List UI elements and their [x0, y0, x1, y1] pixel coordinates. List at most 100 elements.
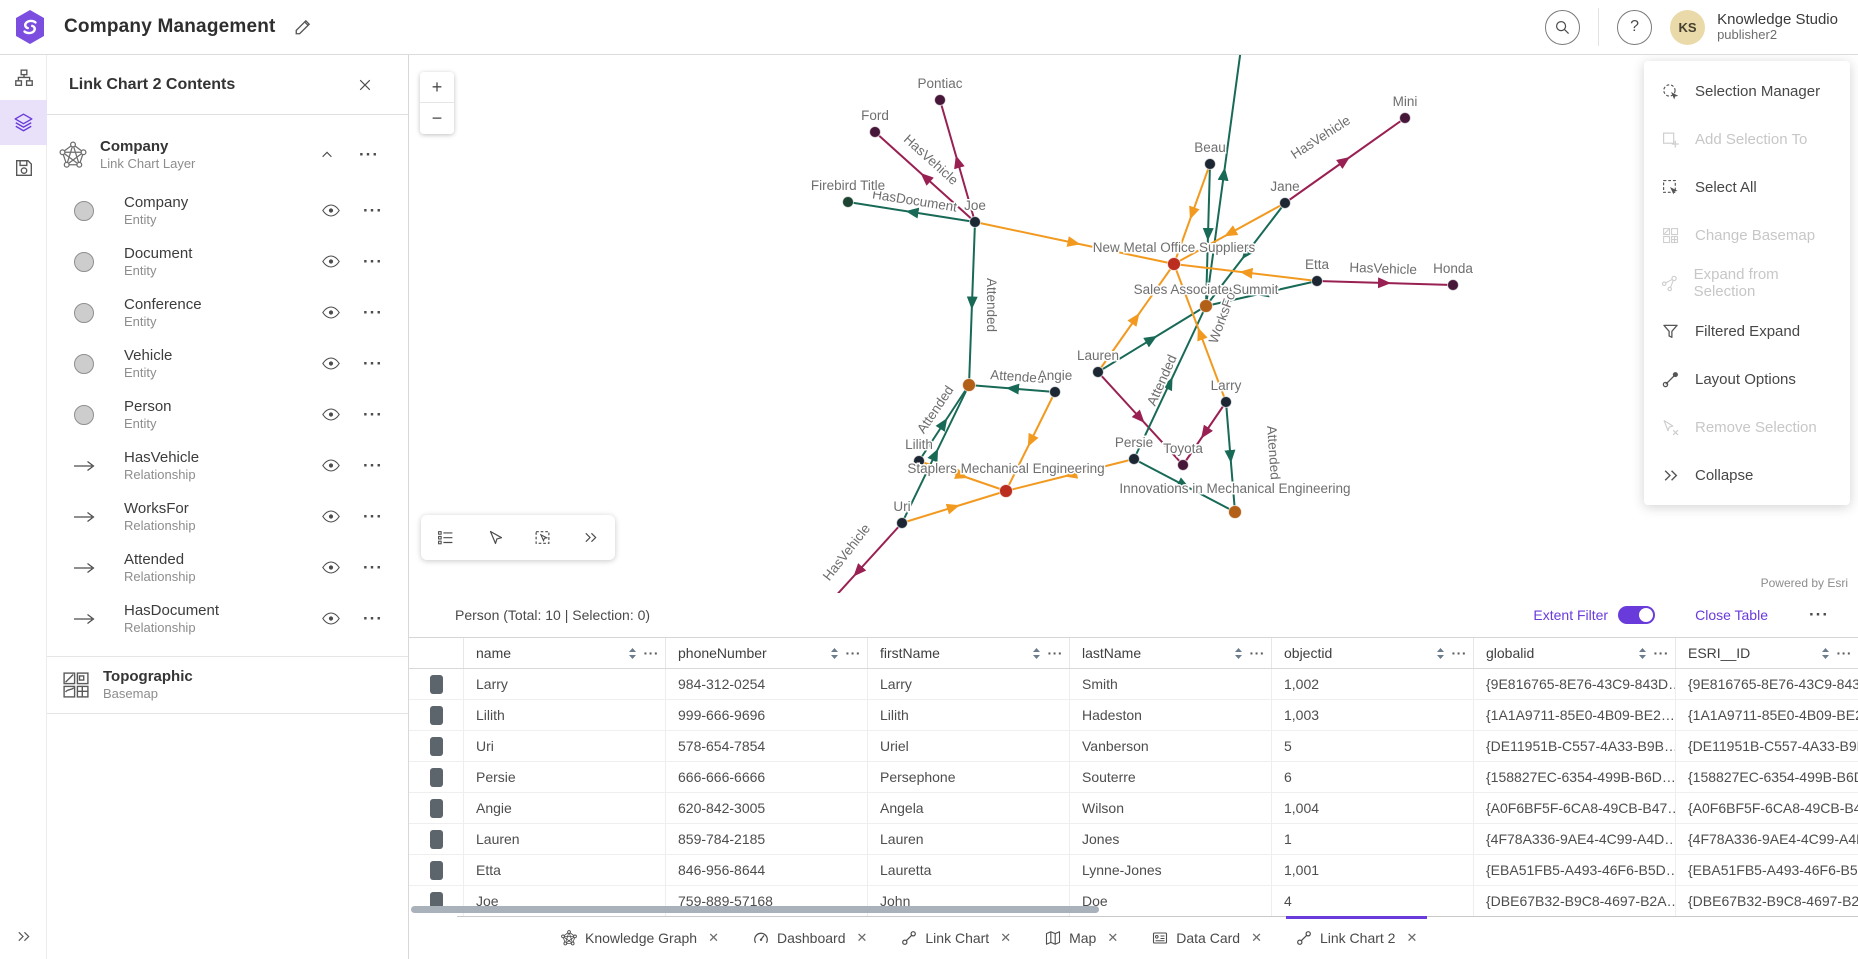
- link-chart-graph[interactable]: HasVehicle HasVehicleHasVehicleHasVehicle…: [409, 55, 1858, 593]
- column-options[interactable]: ···: [1836, 645, 1852, 661]
- avatar[interactable]: KS: [1670, 9, 1706, 45]
- graph-node-pontiac[interactable]: [934, 94, 946, 106]
- column-options[interactable]: ···: [1249, 645, 1265, 661]
- sort-icon[interactable]: [830, 647, 839, 660]
- layer-item-options[interactable]: ···: [352, 553, 394, 583]
- table-options-button[interactable]: ···: [1798, 600, 1840, 630]
- tab-link-chart[interactable]: Link Chart ✕: [884, 916, 1028, 959]
- layer-options-button[interactable]: ···: [348, 140, 390, 170]
- graph-node-honda[interactable]: [1447, 279, 1459, 291]
- graph-node-joe[interactable]: [969, 216, 981, 228]
- layer-item-conference[interactable]: Conference Entity ···: [47, 287, 408, 338]
- visibility-toggle[interactable]: [310, 502, 352, 532]
- graph-edge-worksfor-lilith-staplers-mechanical-engineering[interactable]: [918, 460, 1007, 492]
- table-row[interactable]: Etta 846-956-8644 Lauretta Lynne-Jones 1,001…: [409, 855, 1858, 886]
- visibility-toggle[interactable]: [310, 604, 352, 634]
- graph-edge-attended-beau-sales-associate-summit[interactable]: [1202, 163, 1214, 307]
- column-header-lastname[interactable]: lastName ···: [1070, 638, 1272, 668]
- layer-item-attended[interactable]: Attended Relationship ···: [47, 542, 408, 593]
- graph-edge-attended-lilith-conference-3[interactable]: [918, 384, 970, 462]
- edit-title-button[interactable]: [290, 14, 316, 40]
- visibility-toggle[interactable]: [310, 247, 352, 277]
- tab-dashboard[interactable]: Dashboard ✕: [736, 916, 884, 959]
- extent-filter-toggle[interactable]: [1618, 606, 1656, 624]
- table-row[interactable]: Lauren 859-784-2185 Lauren Jones 1 {4F78A336-…: [409, 824, 1858, 855]
- tab-close-icon[interactable]: ✕: [1000, 929, 1012, 945]
- graph-edge-attended-etta-sales-associate-summit[interactable]: [1205, 280, 1318, 307]
- menu-item-selection-manager[interactable]: Selection Manager: [1644, 67, 1850, 115]
- toolbar-expand-button[interactable]: [569, 518, 613, 558]
- layer-item-person[interactable]: Person Entity ···: [47, 389, 408, 440]
- tab-close-icon[interactable]: ✕: [1107, 929, 1119, 945]
- rail-layers-button[interactable]: [0, 100, 47, 145]
- layer-item-options[interactable]: ···: [352, 349, 394, 379]
- graph-edge-worksfor-lauren-new-metal-office-suppliers[interactable]: [1097, 263, 1175, 373]
- graph-edge-attended-jane-sales-associate-summit[interactable]: [1205, 202, 1286, 307]
- layer-item-options[interactable]: ···: [352, 298, 394, 328]
- visibility-toggle[interactable]: [310, 553, 352, 583]
- scrollbar-thumb[interactable]: [411, 906, 1099, 913]
- visibility-toggle[interactable]: [310, 451, 352, 481]
- menu-item-select-all[interactable]: Select All: [1644, 163, 1850, 211]
- link-chart-layer-header[interactable]: Company Link Chart Layer ···: [47, 125, 408, 185]
- app-logo-icon[interactable]: [14, 9, 46, 45]
- tab-knowledge-graph[interactable]: Knowledge Graph ✕: [544, 916, 736, 959]
- column-header-name[interactable]: name ···: [464, 638, 666, 668]
- help-button[interactable]: ?: [1617, 9, 1653, 45]
- visibility-toggle[interactable]: [310, 349, 352, 379]
- menu-item-collapse[interactable]: Collapse: [1644, 451, 1850, 499]
- column-options[interactable]: ···: [1047, 645, 1063, 661]
- table-row[interactable]: Angie 620-842-3005 Angela Wilson 1,004 {A0F6B…: [409, 793, 1858, 824]
- table-row[interactable]: Lilith 999-666-9696 Lilith Hadeston 1,003 {1A…: [409, 700, 1858, 731]
- tab-close-icon[interactable]: ✕: [1406, 929, 1418, 945]
- sort-icon[interactable]: [1234, 647, 1243, 660]
- graph-edge-attended-larry-innovations-in-mechanical-engineering[interactable]: [1224, 401, 1236, 513]
- layer-item-company[interactable]: Company Entity ···: [47, 185, 408, 236]
- graph-edge-attended-sales-associate-summit-offscreen-top[interactable]: [1205, 55, 1242, 307]
- table-horizontal-scrollbar[interactable]: [411, 906, 1858, 914]
- layer-item-options[interactable]: ···: [352, 196, 394, 226]
- menu-item-filtered-expand[interactable]: Filtered Expand: [1644, 307, 1850, 355]
- column-header-globalid[interactable]: globalid ···: [1474, 638, 1676, 668]
- layer-item-options[interactable]: ···: [352, 502, 394, 532]
- row-checkbox[interactable]: [429, 860, 443, 880]
- graph-edge-worksfor-larry-new-metal-office-suppliers[interactable]: [1173, 263, 1227, 403]
- table-row[interactable]: Uri 578-654-7854 Uriel Vanberson 5 {DE11951B-…: [409, 731, 1858, 762]
- zoom-in-button[interactable]: +: [420, 72, 454, 103]
- column-header-phonenumber[interactable]: phoneNumber ···: [666, 638, 868, 668]
- graph-node-sales-associate-summit[interactable]: [1199, 299, 1213, 313]
- pointer-select-button[interactable]: [472, 518, 516, 558]
- graph-edge-hasvehicle-etta-honda[interactable]: [1316, 277, 1454, 289]
- graph-node-conference-3[interactable]: [962, 378, 976, 392]
- row-checkbox[interactable]: [429, 767, 443, 787]
- tab-data-card[interactable]: Data Card ✕: [1135, 916, 1279, 959]
- column-options[interactable]: ···: [643, 645, 659, 661]
- extent-filter-label[interactable]: Extent Filter: [1533, 607, 1609, 623]
- graph-edge-worksfor-beau-new-metal-office-suppliers[interactable]: [1173, 163, 1211, 265]
- tab-map[interactable]: Map ✕: [1028, 916, 1135, 959]
- graph-edge-hasvehicle-joe-pontiac[interactable]: [939, 99, 976, 223]
- graph-node-etta[interactable]: [1311, 275, 1323, 287]
- legend-list-button[interactable]: [423, 518, 467, 558]
- column-options[interactable]: ···: [1451, 645, 1467, 661]
- column-options[interactable]: ···: [845, 645, 861, 661]
- graph-node-staplers-mechanical-engineering[interactable]: [999, 484, 1013, 498]
- graph-edge-worksfor-angie-staplers-mechanical-engineering[interactable]: [1005, 391, 1056, 492]
- column-options[interactable]: ···: [1653, 645, 1669, 661]
- graph-edge-attended-persie-innovations-in-mechanical-engineering[interactable]: [1133, 458, 1236, 513]
- layer-item-options[interactable]: ···: [352, 400, 394, 430]
- graph-node-larry[interactable]: [1220, 396, 1232, 408]
- graph-node-uri[interactable]: [896, 517, 908, 529]
- graph-edge-worksfor-jane-new-metal-office-suppliers[interactable]: [1173, 202, 1286, 265]
- row-checkbox[interactable]: [429, 736, 443, 756]
- link-chart-canvas[interactable]: HasVehicle HasVehicle HasVehicle HasVehicle…: [409, 55, 1858, 593]
- menu-item-layout-options[interactable]: Layout Options: [1644, 355, 1850, 403]
- basemap-row[interactable]: Topographic Basemap: [47, 656, 408, 714]
- row-checkbox[interactable]: [429, 705, 443, 725]
- graph-node-new-metal-office-suppliers[interactable]: [1167, 257, 1181, 271]
- layer-item-hasdocument[interactable]: HasDocument Relationship ···: [47, 593, 408, 644]
- lasso-select-button[interactable]: [520, 518, 564, 558]
- graph-edge-hasdocument-joe-firebird-title[interactable]: [847, 201, 976, 223]
- layer-item-options[interactable]: ···: [352, 604, 394, 634]
- column-header-esri-id[interactable]: ESRI__ID ···: [1676, 638, 1858, 668]
